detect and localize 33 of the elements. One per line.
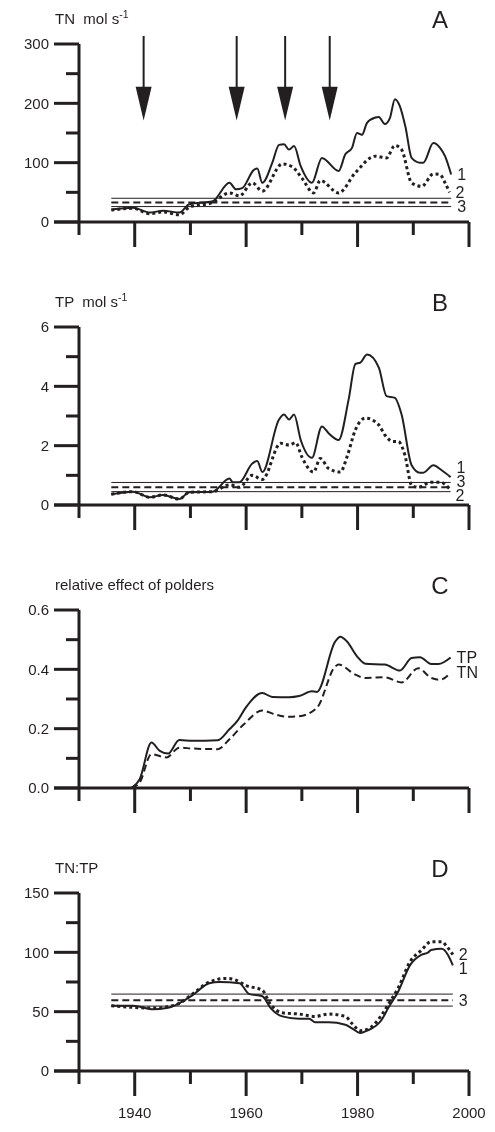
y-tick-label: 0.2 bbox=[28, 719, 49, 737]
series-label: TN bbox=[456, 664, 478, 682]
y-tick-label: 0.0 bbox=[28, 779, 49, 797]
y-axis-title: TP mol s$^{-1}$ bbox=[55, 291, 128, 310]
y-tick-label: 100 bbox=[23, 153, 49, 171]
chart-title: C bbox=[431, 572, 449, 599]
x-tick-label: 1960 bbox=[229, 1104, 263, 1121]
series-label: TP bbox=[456, 649, 478, 667]
y-tick-label: 200 bbox=[23, 94, 49, 112]
x-tick-label: 1940 bbox=[118, 1104, 152, 1121]
y-axis-title: relative effect of polders bbox=[55, 576, 214, 593]
y-tick-label: 4 bbox=[40, 377, 49, 395]
y-tick-label: 0 bbox=[40, 1062, 49, 1080]
y-axis-title: TN:TP bbox=[55, 859, 99, 876]
x-tick-label: 2000 bbox=[452, 1104, 486, 1121]
series-label: 1 bbox=[457, 166, 467, 184]
y-tick-label: 0 bbox=[40, 496, 49, 514]
y-tick-label: 100 bbox=[23, 943, 49, 961]
y-tick-label: 300 bbox=[23, 35, 49, 53]
y-tick-label: 0.6 bbox=[28, 601, 49, 619]
x-tick-label: 1980 bbox=[340, 1104, 375, 1121]
y-tick-label: 0.4 bbox=[28, 660, 49, 678]
y-tick-label: 6 bbox=[40, 318, 49, 336]
chart-title: B bbox=[431, 289, 449, 316]
y-tick-label: 2 bbox=[40, 436, 49, 454]
y-tick-label: 50 bbox=[32, 1002, 49, 1020]
annotation: 3 bbox=[458, 991, 468, 1009]
chart-title: A bbox=[431, 6, 449, 33]
y-tick-label: 0 bbox=[40, 213, 49, 231]
y-axis-title: TN mol s$^{-1}$ bbox=[55, 8, 129, 27]
series-label: 1 bbox=[458, 960, 468, 978]
chart-title: D bbox=[431, 855, 449, 882]
y-tick-label: 150 bbox=[23, 884, 49, 902]
